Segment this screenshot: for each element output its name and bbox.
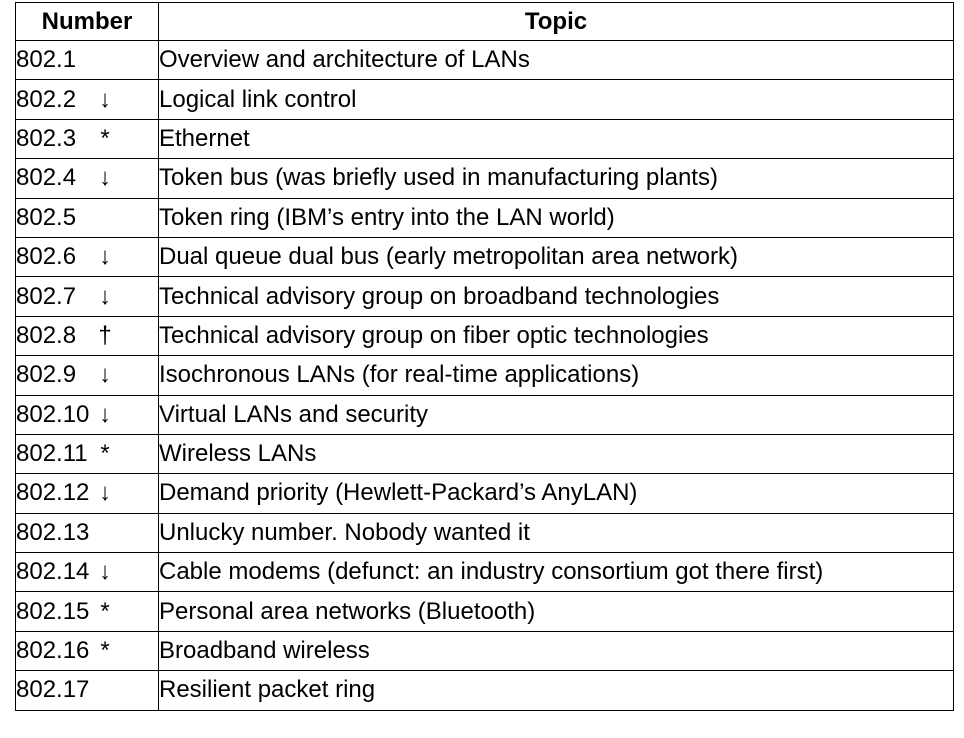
table-row: 802.1 Overview and architecture of LANs <box>15 39 954 81</box>
standard-topic: Token ring (IBM’s entry into the LAN wor… <box>158 197 954 238</box>
status-mark: * <box>100 124 110 152</box>
table-row: 802.9 ↓ Isochronous LANs (for real-time ap… <box>15 355 954 396</box>
status-mark: ↓ <box>99 361 111 389</box>
table-row: 802.4 ↓ Token bus (was briefly used in man… <box>15 158 954 199</box>
standard-topic: Cable modems (defunct: an industry conso… <box>158 552 954 593</box>
standard-number: 802.2 <box>16 85 77 113</box>
status-mark: * <box>100 597 110 625</box>
standard-number-cell: 802.7 ↓ <box>15 276 159 317</box>
header-row: Number Topic <box>15 2 954 41</box>
standard-number: 802.9 <box>16 361 77 389</box>
standard-number-cell: 802.15 * <box>15 591 159 632</box>
standard-number: 802.5 <box>16 203 77 231</box>
standard-number-cell: 802.16 * <box>15 630 159 672</box>
standard-number-cell: 802.6 ↓ <box>15 236 159 278</box>
standard-topic: Ethernet <box>158 118 954 160</box>
standard-number-cell: 802.17 <box>15 670 159 711</box>
column-header-number: Number <box>15 2 159 41</box>
standard-topic: Demand priority (Hewlett-Packard’s AnyLA… <box>158 473 954 514</box>
standard-topic: Technical advisory group on broadband te… <box>158 276 954 317</box>
standard-number-cell: 802.3 * <box>15 118 159 160</box>
table-row: 802.5 Token ring (IBM’s entry into the LA… <box>15 197 954 238</box>
standard-number: 802.1 <box>16 46 77 74</box>
standard-topic: Technical advisory group on fiber optic … <box>158 315 954 357</box>
standard-topic: Wireless LANs <box>158 433 954 475</box>
standard-number-cell: 802.14 ↓ <box>15 552 159 593</box>
standard-topic: Broadband wireless <box>158 630 954 672</box>
standard-number: 802.14 <box>16 558 90 586</box>
standard-number: 802.12 <box>16 479 90 507</box>
table-row: 802.6 ↓ Dual queue dual bus (early metropo… <box>15 236 954 278</box>
table-row: 802.8 † Technical advisory group on fiber … <box>15 315 954 357</box>
status-mark: † <box>98 321 112 349</box>
standard-number-cell: 802.8 † <box>15 315 159 357</box>
ieee-802-standards-table: Number Topic 802.1 Overview and architect… <box>15 2 954 711</box>
status-mark: ↓ <box>99 558 111 586</box>
standard-number: 802.11 <box>16 440 88 468</box>
table-row: 802.12 ↓ Demand priority (Hewlett-Packard’… <box>15 473 954 514</box>
table-body: 802.1 Overview and architecture of LANs 80… <box>15 39 954 711</box>
status-mark: ↓ <box>99 400 111 428</box>
standard-topic: Isochronous LANs (for real-time applicat… <box>158 355 954 396</box>
status-mark: * <box>100 440 110 468</box>
standard-topic: Dual queue dual bus (early metropolitan … <box>158 236 954 278</box>
standard-number: 802.8 <box>16 321 77 349</box>
table-row: 802.11 * Wireless LANs <box>15 433 954 475</box>
standard-number-cell: 802.5 <box>15 197 159 238</box>
status-mark: ↓ <box>99 85 111 113</box>
status-mark: * <box>100 637 110 665</box>
standard-number-cell: 802.1 <box>15 39 159 81</box>
standard-number: 802.16 <box>16 637 90 665</box>
table-row: 802.14 ↓ Cable modems (defunct: an industr… <box>15 552 954 593</box>
table-row: 802.17 Resilient packet ring <box>15 670 954 711</box>
standard-number-cell: 802.13 <box>15 512 159 554</box>
standard-topic: Resilient packet ring <box>158 670 954 711</box>
table-row: 802.13 Unlucky number. Nobody wanted it <box>15 512 954 554</box>
standard-number-cell: 802.12 ↓ <box>15 473 159 514</box>
standard-topic: Overview and architecture of LANs <box>158 39 954 81</box>
standard-topic: Virtual LANs and security <box>158 394 954 435</box>
status-mark: ↓ <box>99 164 111 192</box>
standard-topic: Logical link control <box>158 79 954 120</box>
table-row: 802.2 ↓ Logical link control <box>15 79 954 120</box>
table-row: 802.3 * Ethernet <box>15 118 954 160</box>
standard-number: 802.6 <box>16 243 77 271</box>
status-mark: ↓ <box>99 243 111 271</box>
table-row: 802.15 * Personal area networks (Bluetooth… <box>15 591 954 632</box>
standard-number: 802.13 <box>16 518 90 546</box>
standard-number: 802.17 <box>16 676 90 704</box>
table-row: 802.10 ↓ Virtual LANs and security <box>15 394 954 435</box>
standard-number-cell: 802.4 ↓ <box>15 158 159 199</box>
standard-number: 802.3 <box>16 124 77 152</box>
standard-number: 802.15 <box>16 597 90 625</box>
standard-topic: Unlucky number. Nobody wanted it <box>158 512 954 554</box>
standard-number-cell: 802.2 ↓ <box>15 79 159 120</box>
table-row: 802.7 ↓ Technical advisory group on broadb… <box>15 276 954 317</box>
standard-number-cell: 802.9 ↓ <box>15 355 159 396</box>
standard-number-cell: 802.11 * <box>15 433 159 475</box>
standard-number: 802.7 <box>16 282 77 310</box>
standard-topic: Token bus (was briefly used in manufactu… <box>158 158 954 199</box>
standard-number: 802.4 <box>16 164 77 192</box>
standard-topic: Personal area networks (Bluetooth) <box>158 591 954 632</box>
standard-number-cell: 802.10 ↓ <box>15 394 159 435</box>
status-mark: ↓ <box>99 479 111 507</box>
standard-number: 802.10 <box>16 400 90 428</box>
status-mark: ↓ <box>99 282 111 310</box>
table-row: 802.16 * Broadband wireless <box>15 630 954 672</box>
column-header-topic: Topic <box>158 2 954 41</box>
